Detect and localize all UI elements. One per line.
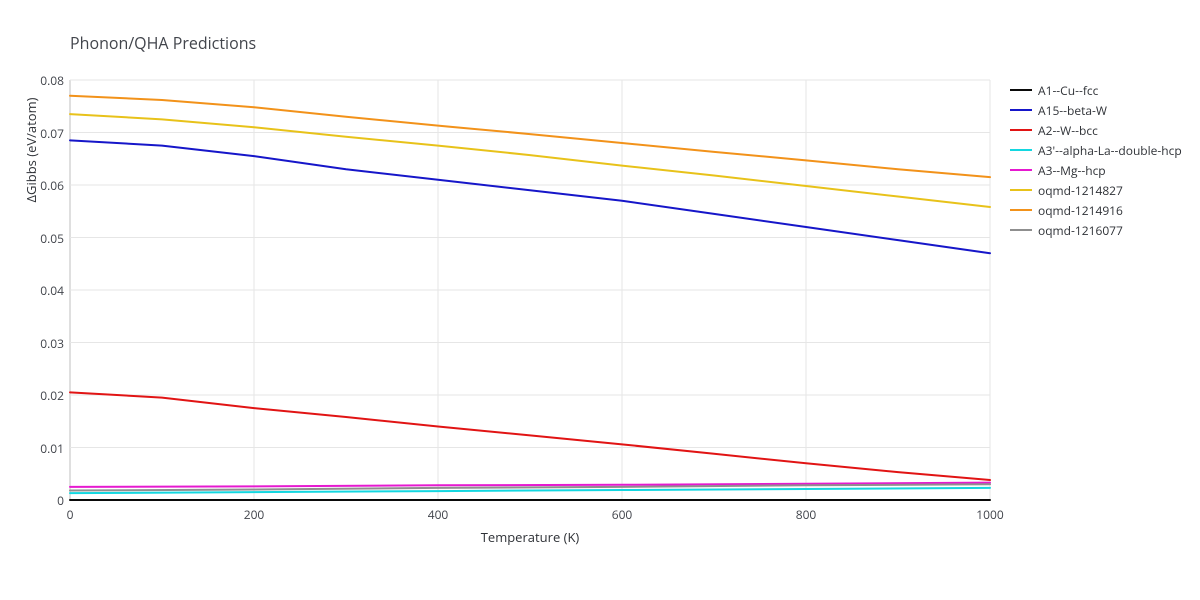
x-tick-label: 400	[423, 506, 453, 523]
legend-item[interactable]: oqmd-1214827	[1010, 180, 1182, 200]
legend-swatch	[1010, 229, 1032, 231]
x-tick-label: 600	[607, 506, 637, 523]
legend-swatch	[1010, 129, 1032, 131]
legend-label: oqmd-1216077	[1038, 222, 1123, 239]
legend-swatch	[1010, 189, 1032, 191]
x-axis-title: Temperature (K)	[70, 528, 990, 546]
y-tick-label: 0.07	[40, 125, 64, 142]
legend-swatch	[1010, 149, 1032, 151]
y-tick-label: 0.02	[40, 387, 64, 404]
x-tick-label: 200	[239, 506, 269, 523]
legend-item[interactable]: A2--W--bcc	[1010, 120, 1182, 140]
legend-swatch	[1010, 209, 1032, 211]
legend-item[interactable]: A3'--alpha-La--double-hcp	[1010, 140, 1182, 160]
y-tick-label: 0.04	[40, 282, 64, 299]
legend-label: oqmd-1214916	[1038, 202, 1123, 219]
legend-item[interactable]: A1--Cu--fcc	[1010, 80, 1182, 100]
legend-label: A15--beta-W	[1038, 102, 1107, 119]
y-tick-label: 0.06	[40, 177, 64, 194]
x-tick-label: 1000	[975, 506, 1005, 523]
y-axis-title: ΔGibbs (eV/atom)	[22, 0, 40, 360]
y-tick-label: 0.03	[40, 335, 64, 352]
legend-item[interactable]: A3--Mg--hcp	[1010, 160, 1182, 180]
legend-label: A3--Mg--hcp	[1038, 162, 1106, 179]
legend-label: oqmd-1214827	[1038, 182, 1123, 199]
chart-legend: A1--Cu--fcc A15--beta-W A2--W--bcc A3'--alp…	[1010, 80, 1182, 240]
legend-swatch	[1010, 89, 1032, 91]
y-tick-label: 0	[57, 492, 64, 509]
y-tick-label: 0.08	[40, 72, 64, 89]
x-tick-label: 800	[791, 506, 821, 523]
legend-item[interactable]: A15--beta-W	[1010, 100, 1182, 120]
y-tick-label: 0.01	[40, 440, 64, 457]
legend-label: A2--W--bcc	[1038, 122, 1098, 139]
legend-swatch	[1010, 109, 1032, 111]
legend-label: A3'--alpha-La--double-hcp	[1038, 142, 1182, 159]
legend-item[interactable]: oqmd-1214916	[1010, 200, 1182, 220]
y-tick-label: 0.05	[40, 230, 64, 247]
legend-item[interactable]: oqmd-1216077	[1010, 220, 1182, 240]
legend-label: A1--Cu--fcc	[1038, 82, 1098, 99]
legend-swatch	[1010, 169, 1032, 171]
